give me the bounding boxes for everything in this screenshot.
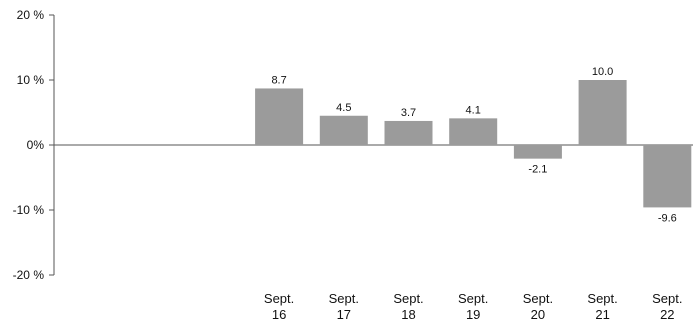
category-day: 18: [401, 307, 415, 320]
data-labels: 8.7 4.5 3.7 4.1 -2.1 10.0 -9.6: [271, 66, 676, 224]
y-tick-label: 0%: [27, 138, 45, 152]
data-label: 10.0: [592, 66, 613, 78]
y-tick-label: 20 %: [17, 8, 45, 22]
data-label: -9.6: [658, 212, 677, 224]
bars: [255, 80, 692, 208]
category-month: Sept.: [587, 291, 617, 306]
x-category-label: Sept. 21: [587, 291, 617, 320]
category-month: Sept.: [652, 291, 682, 306]
category-month: Sept.: [329, 291, 359, 306]
category-day: 21: [595, 307, 609, 320]
x-category-label: Sept. 22: [652, 291, 682, 320]
bar: [513, 145, 562, 159]
y-axis-ticks: 20 % 10 % 0% -10 % -20 %: [13, 8, 54, 282]
bar: [449, 118, 498, 145]
category-day: 19: [466, 307, 480, 320]
bar: [643, 145, 692, 208]
y-tick-label: -20 %: [13, 268, 45, 282]
x-category-label: Sept. 20: [523, 291, 553, 320]
bar: [319, 115, 368, 145]
category-month: Sept.: [393, 291, 423, 306]
category-month: Sept.: [523, 291, 553, 306]
x-category-label: Sept. 19: [458, 291, 488, 320]
bar: [578, 80, 627, 145]
x-category-label: Sept. 18: [393, 291, 423, 320]
x-category-label: Sept. 16: [264, 291, 294, 320]
bar: [255, 88, 304, 145]
data-label: -2.1: [528, 164, 547, 176]
category-day: 22: [660, 307, 674, 320]
y-tick-label: 10 %: [17, 73, 45, 87]
category-day: 20: [531, 307, 545, 320]
category-month: Sept.: [458, 291, 488, 306]
data-label: 4.5: [336, 102, 351, 114]
data-label: 8.7: [271, 74, 286, 86]
category-day: 17: [337, 307, 351, 320]
x-category-label: Sept. 17: [329, 291, 359, 320]
data-label: 3.7: [401, 107, 416, 119]
data-label: 4.1: [466, 104, 481, 116]
category-day: 16: [272, 307, 286, 320]
y-tick-label: -10 %: [13, 203, 45, 217]
category-month: Sept.: [264, 291, 294, 306]
bar: [384, 120, 433, 145]
